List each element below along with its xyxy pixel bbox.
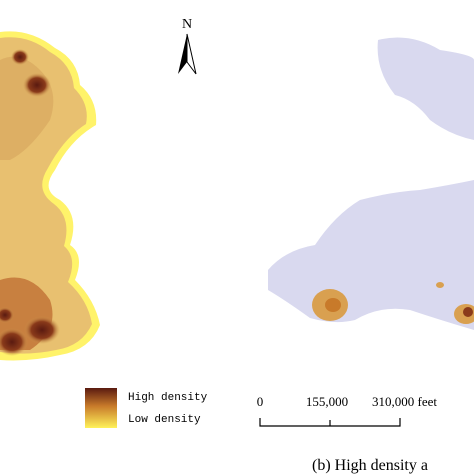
scale-bar: 0 155,000 310,000 feet — [257, 394, 437, 427]
legend: High density Low density — [85, 388, 208, 428]
scale-label: 155,000 — [306, 394, 348, 409]
north-label: N — [182, 17, 192, 32]
scale-label: 310,000 feet — [372, 394, 437, 409]
legend-low: Low density — [128, 414, 201, 426]
density-map-right — [268, 37, 474, 330]
scale-label: 0 — [257, 394, 264, 409]
density-map-left — [0, 31, 100, 361]
legend-high: High density — [128, 392, 208, 404]
caption: (b) High density a — [312, 457, 428, 474]
north-arrow: N — [178, 17, 197, 75]
legend-gradient — [85, 388, 117, 428]
